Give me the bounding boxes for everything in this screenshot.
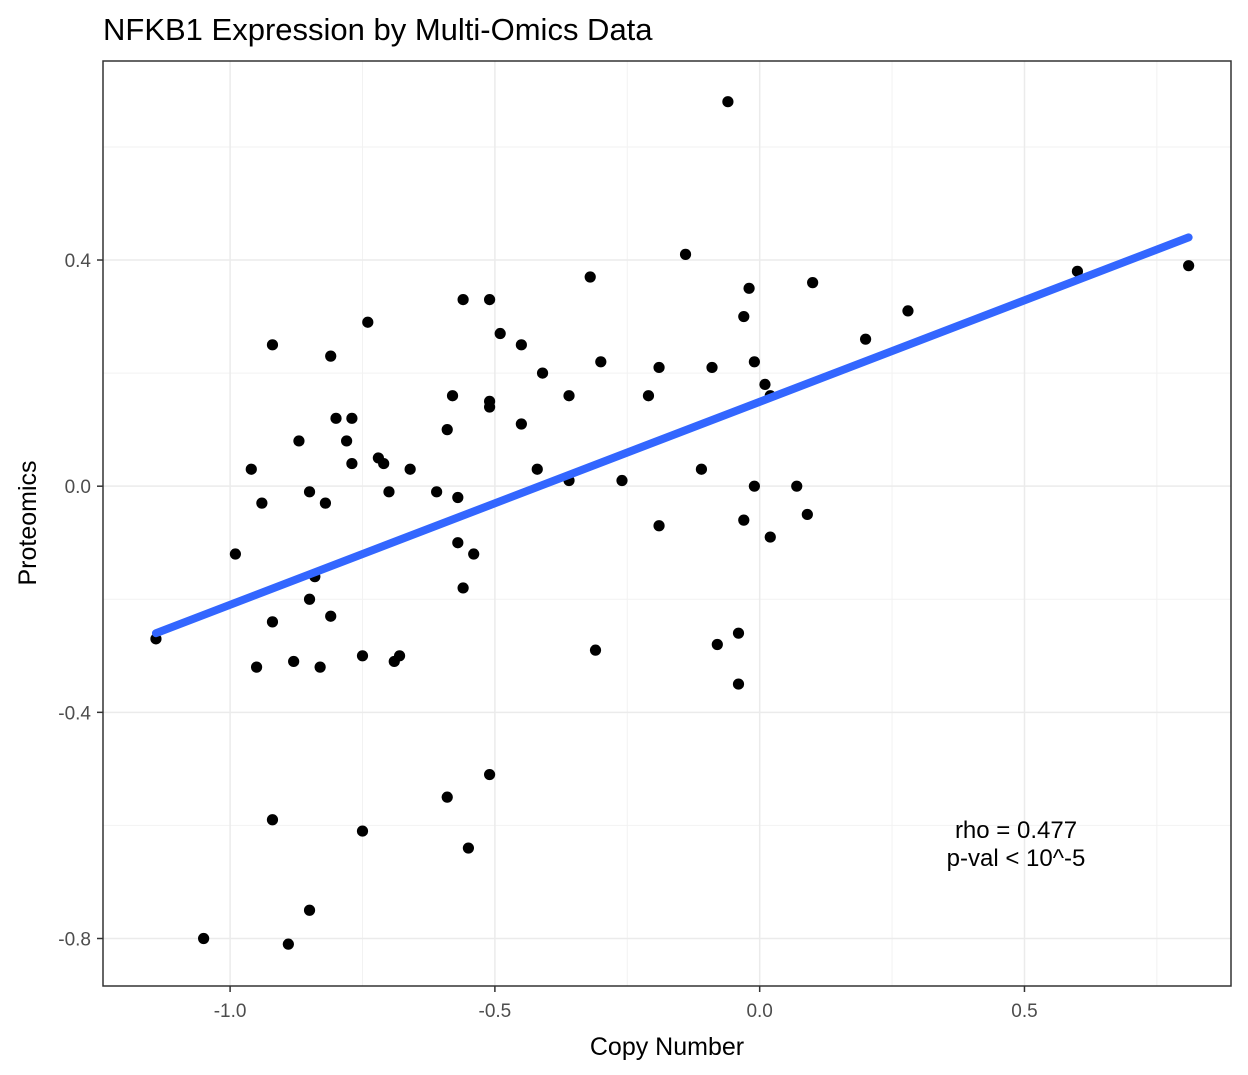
data-point [732, 627, 745, 639]
x-axis-title: Copy Number [590, 1033, 744, 1061]
data-point [288, 655, 300, 668]
data-point [330, 412, 342, 424]
data-point [759, 378, 771, 391]
data-point [325, 350, 337, 362]
data-point [446, 390, 459, 402]
data-point [314, 661, 326, 673]
y-axis-ticks: -0.8 -0.4 0.0 0.4 [58, 251, 103, 951]
data-point [404, 463, 416, 475]
data-point [303, 593, 316, 605]
data-point [346, 457, 358, 470]
y-tick-label: 0.0 [65, 477, 91, 498]
plot-border [102, 60, 1232, 987]
data-point [452, 537, 464, 549]
y-tick-label: -0.8 [58, 930, 91, 951]
x-tick-label: 0.5 [1011, 1001, 1037, 1022]
data-point [266, 814, 279, 826]
data-point [584, 271, 596, 283]
data-point [383, 486, 395, 498]
data-point [282, 938, 294, 950]
data-point [748, 356, 760, 368]
data-point [711, 638, 723, 651]
data-point [356, 650, 369, 662]
data-point [468, 548, 480, 560]
data-point [653, 361, 665, 374]
data-point [483, 768, 496, 781]
minor-gridlines [103, 61, 1231, 986]
regression-line [151, 233, 1193, 638]
data-point [431, 486, 443, 498]
data-point [325, 610, 337, 622]
data-point [346, 412, 358, 424]
data-point [743, 282, 755, 294]
y-tick-label: 0.4 [65, 251, 92, 272]
data-point [457, 294, 469, 306]
data-point [515, 418, 527, 430]
data-point [378, 457, 390, 470]
chart-title: NFKB1 Expression by Multi-Omics Data [103, 12, 653, 47]
data-point [229, 548, 241, 560]
data-point [1071, 265, 1084, 277]
data-point [722, 96, 734, 108]
data-point [483, 294, 496, 306]
major-gridlines [103, 61, 1231, 986]
data-point [515, 339, 527, 351]
data-point [764, 531, 776, 543]
data-point [462, 842, 475, 854]
data-point [245, 463, 257, 475]
data-point [589, 644, 602, 656]
data-point [738, 310, 750, 323]
data-point [483, 401, 496, 413]
data-point [706, 361, 718, 374]
data-point [457, 582, 469, 594]
data-point [807, 277, 819, 289]
data-point [536, 367, 549, 379]
x-axis-ticks: -1.0 -0.5 0.0 0.5 [214, 986, 1038, 1022]
data-point [356, 825, 369, 837]
data-point [679, 248, 692, 260]
data-point [1183, 260, 1195, 272]
x-tick-label: -0.5 [479, 1001, 512, 1022]
data-point [393, 650, 406, 662]
data-point [653, 520, 665, 532]
data-point [791, 480, 803, 492]
data-point [250, 661, 263, 673]
data-point [902, 305, 914, 317]
data-point [198, 932, 210, 945]
data-point [531, 463, 543, 475]
data-point [441, 424, 453, 436]
data-point [642, 390, 655, 402]
data-point [616, 474, 628, 487]
data-point [441, 791, 453, 803]
data-point [293, 435, 305, 447]
data-point [738, 514, 750, 526]
data-point [341, 435, 353, 447]
data-point [303, 904, 316, 916]
plot-panel [103, 61, 1231, 986]
data-point [859, 333, 872, 345]
data-point [303, 486, 316, 498]
data-point [452, 491, 464, 504]
data-point [362, 316, 374, 328]
data-point [266, 616, 279, 628]
annotation-rho: rho = 0.477 [955, 817, 1077, 844]
data-point [266, 339, 279, 351]
annotation-pval: p-val < 10^-5 [947, 845, 1086, 872]
y-tick-label: -0.4 [58, 703, 91, 724]
data-point [748, 480, 760, 492]
data-point [595, 356, 607, 368]
data-point [732, 678, 745, 690]
data-point [563, 390, 575, 402]
data-point [801, 508, 813, 521]
x-tick-label: 0.0 [746, 1001, 772, 1022]
data-point [319, 497, 332, 509]
y-axis-title: Proteomics [14, 460, 42, 585]
data-point [695, 463, 708, 475]
data-point [256, 497, 268, 509]
data-point [494, 327, 506, 340]
x-tick-label: -1.0 [214, 1001, 247, 1022]
